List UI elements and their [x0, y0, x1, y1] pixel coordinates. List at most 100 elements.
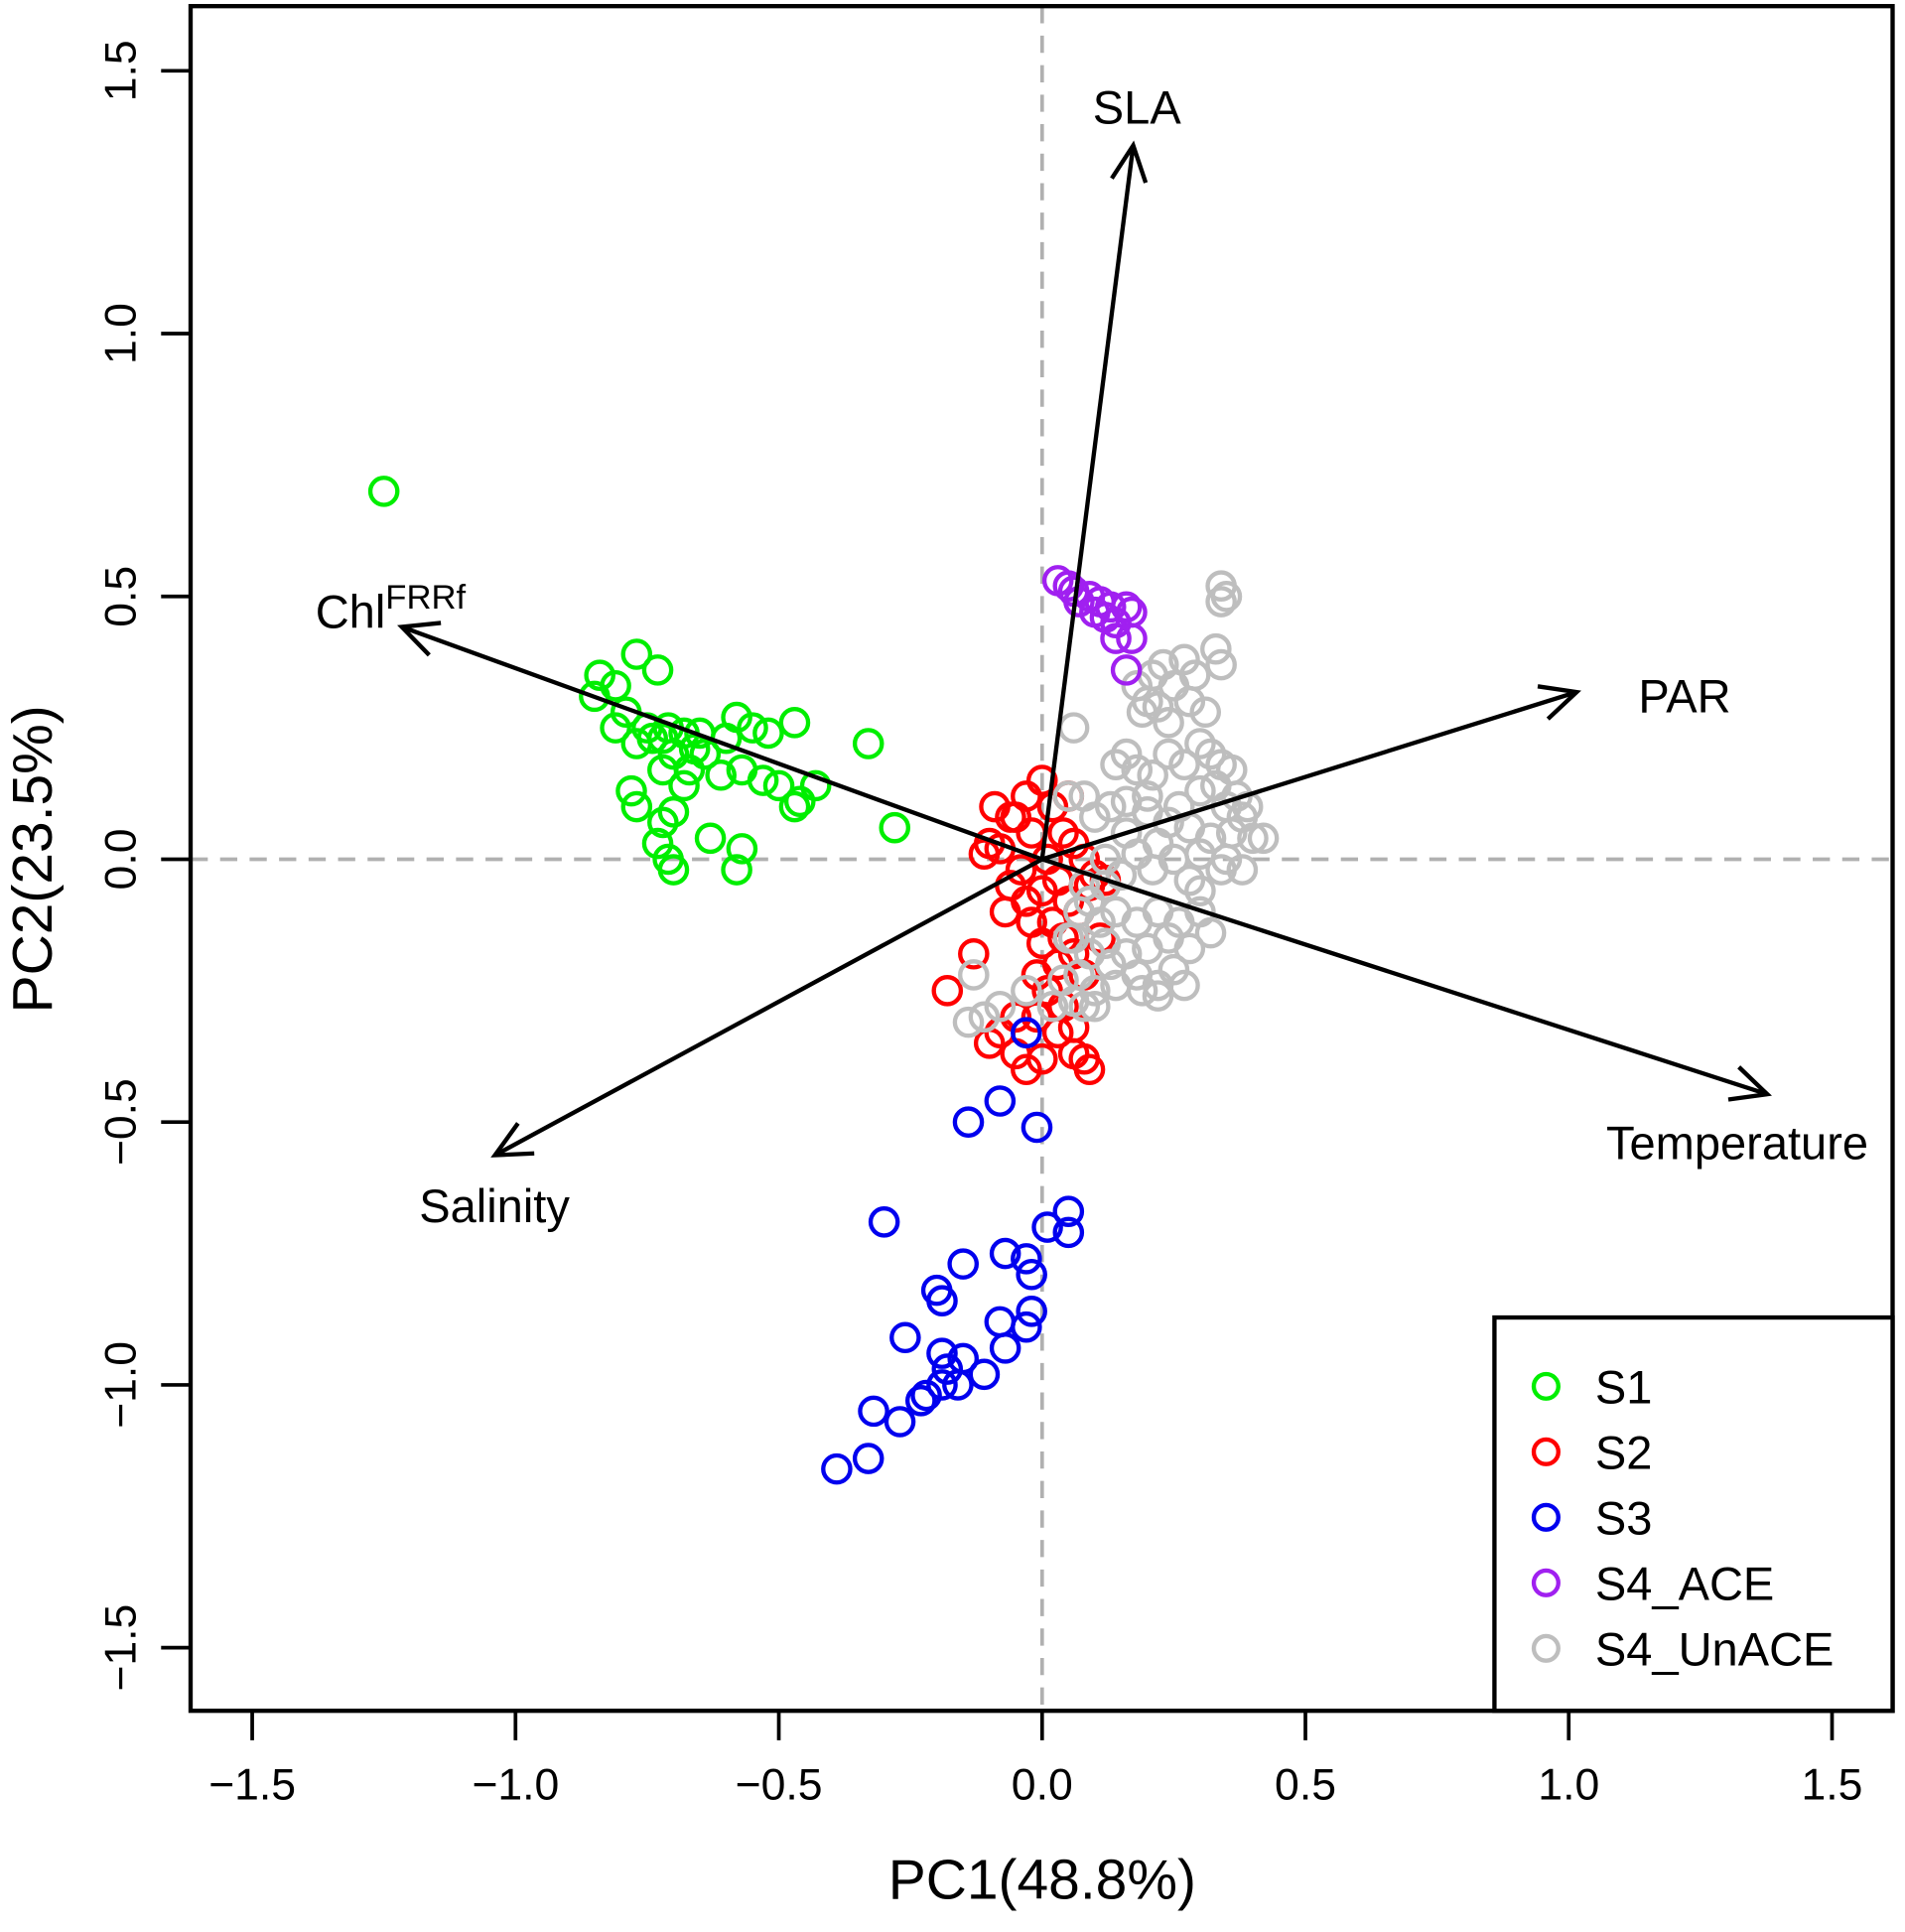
- data-point: [1063, 586, 1095, 618]
- y-axis-title: PC2(23.5%): [1, 705, 65, 1013]
- data-point: [952, 1106, 985, 1138]
- data-point: [1025, 1042, 1058, 1075]
- data-point: [1068, 990, 1101, 1023]
- data-point: [868, 1206, 900, 1238]
- arrowhead-par: [1537, 684, 1581, 721]
- data-point: [884, 1406, 916, 1438]
- data-point: [762, 769, 795, 802]
- data-point: [1168, 969, 1200, 1002]
- data-point: [1168, 749, 1200, 780]
- data-point: [1226, 854, 1259, 886]
- legend-marker: [1531, 1437, 1561, 1466]
- data-point: [984, 1306, 1017, 1338]
- data-point: [1200, 632, 1232, 665]
- data-point: [1142, 980, 1174, 1012]
- vector-label-text: SLA: [1093, 80, 1182, 133]
- reference-lines: [190, 6, 1893, 1712]
- vector-salinity: [493, 857, 1043, 1158]
- data-point: [1184, 875, 1216, 907]
- data-point: [1132, 932, 1163, 965]
- arrowhead-sla: [1110, 140, 1149, 184]
- data-point: [1094, 948, 1127, 981]
- legend-item-s2: S2: [1531, 1427, 1652, 1479]
- data-point: [752, 717, 784, 750]
- data-point: [1153, 707, 1184, 739]
- data-point: [1016, 1258, 1047, 1291]
- data-point: [989, 1332, 1021, 1364]
- data-points: [367, 476, 1280, 1485]
- y-tick-label: −1.0: [96, 1341, 145, 1429]
- arrowhead-salinity: [490, 1122, 535, 1158]
- data-point: [1205, 586, 1237, 618]
- data-point: [1011, 1243, 1042, 1275]
- vector-temperature: [1041, 857, 1768, 1097]
- data-point: [1116, 622, 1148, 654]
- data-point: [673, 754, 706, 786]
- legend-marker: [1531, 1502, 1561, 1532]
- data-point: [1047, 817, 1079, 849]
- data-point: [1011, 1017, 1042, 1048]
- vector-label-text: Chl: [316, 586, 386, 638]
- data-point: [1153, 738, 1184, 770]
- y-tick-label: −1.5: [96, 1604, 145, 1692]
- data-point: [968, 1001, 1001, 1034]
- data-point: [684, 717, 716, 750]
- data-point: [1036, 990, 1069, 1023]
- data-point: [778, 707, 811, 739]
- data-point: [641, 827, 674, 860]
- data-point: [657, 854, 690, 886]
- y-tick-label: −0.5: [96, 1078, 145, 1166]
- data-point: [1173, 685, 1206, 718]
- data-point: [668, 769, 700, 802]
- vector-par: [1041, 690, 1577, 862]
- data-point: [879, 811, 911, 844]
- data-point: [1194, 822, 1227, 855]
- data-point: [984, 1085, 1017, 1117]
- data-point: [1168, 643, 1200, 676]
- data-point: [1052, 1195, 1085, 1227]
- data-point: [858, 1395, 889, 1428]
- data-point: [1226, 801, 1259, 833]
- data-point: [579, 680, 611, 713]
- data-point: [1031, 843, 1063, 876]
- data-point: [1247, 822, 1280, 855]
- data-point: [1210, 580, 1243, 613]
- y-tick-label: 0.5: [96, 566, 145, 627]
- series-s4-unace: [952, 570, 1280, 1038]
- data-point: [958, 959, 990, 991]
- data-point: [1052, 886, 1085, 917]
- data-point: [1005, 854, 1037, 886]
- data-point: [910, 1379, 942, 1412]
- data-point: [694, 822, 727, 855]
- x-tick-label: 1.0: [1538, 1760, 1599, 1809]
- data-point: [620, 790, 653, 823]
- data-point: [1157, 669, 1190, 702]
- vector-label-chl: ChlFRRf: [316, 579, 467, 638]
- vector-sla: [1039, 145, 1136, 860]
- vector-label-text: Salinity: [419, 1179, 570, 1232]
- legend-marker: [1531, 1371, 1561, 1401]
- vector-label-par: PAR: [1638, 669, 1730, 722]
- data-point: [926, 1369, 958, 1401]
- data-point: [1057, 922, 1090, 954]
- legend-item-s3: S3: [1531, 1492, 1652, 1545]
- data-point: [931, 975, 964, 1007]
- legend-item-s4-unace: S4_UnACE: [1531, 1623, 1834, 1676]
- legend: S1 S2 S3 S4_ACE S4_UnACE: [1492, 1314, 1895, 1714]
- data-point: [1089, 927, 1122, 959]
- vector-label-salinity: Salinity: [419, 1179, 570, 1232]
- data-point: [1184, 728, 1216, 759]
- data-point: [1205, 648, 1237, 681]
- legend-label: S4_ACE: [1595, 1558, 1774, 1610]
- data-point: [367, 476, 400, 507]
- data-point: [942, 1369, 974, 1401]
- data-point: [1000, 1001, 1032, 1034]
- data-point: [721, 854, 752, 886]
- data-point: [1157, 953, 1190, 986]
- data-point: [647, 806, 679, 839]
- data-point: [1094, 790, 1127, 823]
- loading-vectors: SLA PAR Temperature Salinity ChlFRRf: [316, 80, 1868, 1232]
- legend-item-s1: S1: [1531, 1361, 1652, 1414]
- vector-label-temperature: Temperature: [1606, 1116, 1868, 1169]
- legend-marker: [1531, 1633, 1561, 1663]
